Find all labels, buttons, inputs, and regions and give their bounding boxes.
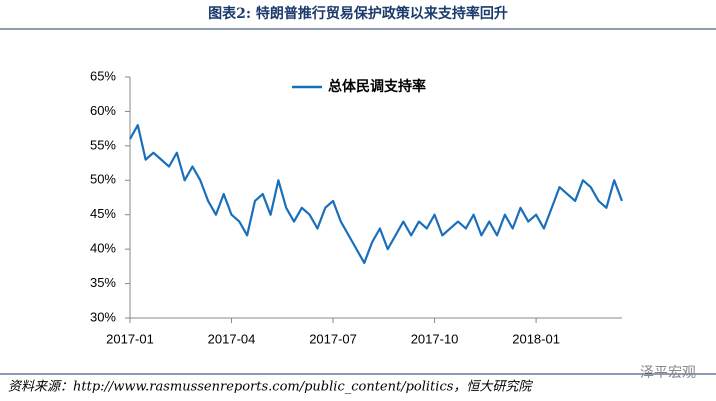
x-tick-label: 2017-04 [208, 331, 256, 346]
y-tick-label: 45% [90, 206, 116, 221]
x-tick-label: 2018-01 [512, 331, 560, 346]
y-tick-label: 50% [90, 172, 116, 187]
x-tick-label: 2017-07 [309, 331, 357, 346]
y-tick-label: 60% [90, 103, 116, 118]
legend-label: 总体民调支持率 [328, 78, 426, 95]
y-tick-label: 65% [90, 68, 116, 83]
watermark: 泽平宏观 [640, 365, 696, 381]
x-tick-label: 2017-10 [411, 331, 459, 346]
source: 资料来源：http://www.rasmussenreports.com/pub… [8, 379, 533, 395]
chart-title: 图表2: 特朗普推行贸易保护政策以来支持率回升 [208, 5, 508, 22]
y-tick-label: 35% [90, 275, 116, 290]
x-tick-label: 2017-01 [106, 331, 154, 346]
y-tick-label: 55% [90, 137, 116, 152]
data-line [129, 124, 624, 265]
y-tick-label: 40% [90, 241, 116, 256]
y-tick-label: 30% [90, 309, 116, 324]
